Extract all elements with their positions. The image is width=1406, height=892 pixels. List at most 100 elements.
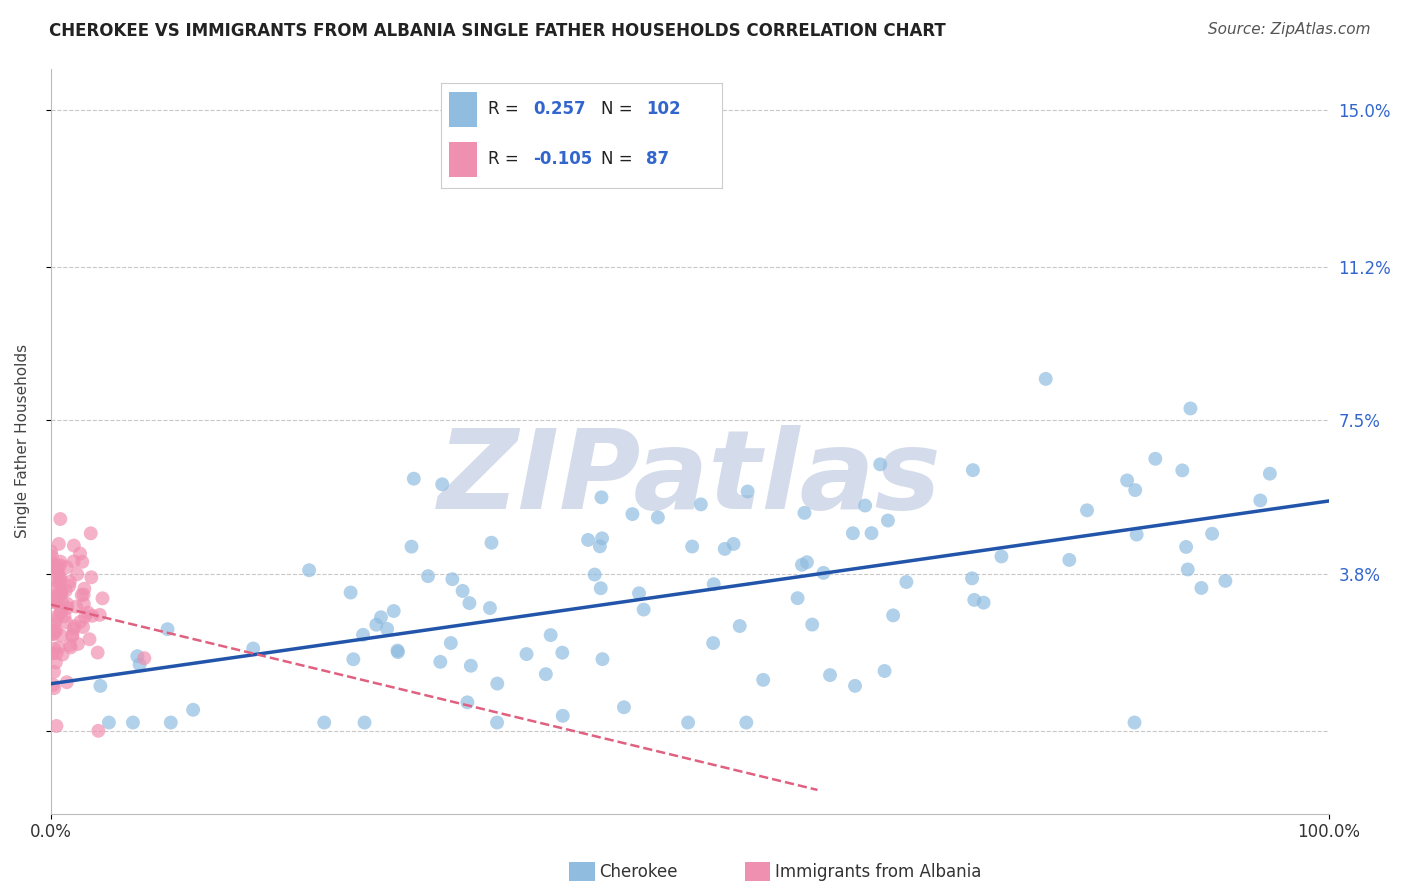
Point xyxy=(842,526,865,541)
Point xyxy=(960,571,983,585)
Point xyxy=(591,491,613,505)
Point xyxy=(873,664,896,678)
Point xyxy=(1189,581,1212,595)
Point xyxy=(713,541,735,556)
Point xyxy=(896,574,918,589)
Point xyxy=(55,615,77,630)
Point xyxy=(65,599,87,614)
Point xyxy=(1123,715,1146,730)
Point xyxy=(69,547,91,561)
Point xyxy=(1076,503,1098,517)
Point xyxy=(633,602,655,616)
Point xyxy=(689,497,711,511)
Point xyxy=(58,579,80,593)
Point xyxy=(451,583,474,598)
Point xyxy=(46,609,69,624)
Point xyxy=(122,715,145,730)
Point xyxy=(87,723,110,738)
Point xyxy=(62,628,84,642)
Point xyxy=(723,537,745,551)
Point xyxy=(59,640,82,655)
Point xyxy=(387,643,409,657)
Point xyxy=(786,591,808,606)
Point xyxy=(860,526,883,541)
Point xyxy=(66,637,89,651)
Point xyxy=(627,586,650,600)
Point xyxy=(41,595,63,609)
Point xyxy=(486,715,509,730)
Point xyxy=(432,477,454,491)
Point xyxy=(63,539,86,553)
Point xyxy=(73,610,96,624)
Point xyxy=(1175,540,1198,554)
Point xyxy=(89,607,111,622)
Point xyxy=(460,658,482,673)
Point xyxy=(353,715,375,730)
Point xyxy=(48,576,70,591)
Point xyxy=(681,540,703,554)
Point xyxy=(80,526,103,541)
Point xyxy=(48,537,70,551)
Point xyxy=(59,574,82,589)
Point xyxy=(181,703,204,717)
Point xyxy=(49,555,72,569)
Point xyxy=(42,665,65,679)
Point xyxy=(621,507,644,521)
Point xyxy=(91,591,114,606)
Point xyxy=(49,558,72,573)
Point xyxy=(591,532,613,546)
Point xyxy=(429,655,451,669)
Point xyxy=(801,617,824,632)
Point xyxy=(49,606,72,620)
Point xyxy=(387,645,409,659)
Point xyxy=(44,595,66,609)
Point xyxy=(551,708,574,723)
Point xyxy=(46,569,69,583)
Text: CHEROKEE VS IMMIGRANTS FROM ALBANIA SINGLE FATHER HOUSEHOLDS CORRELATION CHART: CHEROKEE VS IMMIGRANTS FROM ALBANIA SING… xyxy=(49,22,946,40)
Point xyxy=(869,458,891,472)
Point xyxy=(1116,474,1139,488)
Point xyxy=(737,484,759,499)
Point xyxy=(56,597,79,611)
Point xyxy=(440,636,463,650)
Point xyxy=(42,627,65,641)
Point xyxy=(962,463,984,477)
Point xyxy=(1177,562,1199,576)
Point xyxy=(41,582,63,596)
Point xyxy=(298,563,321,577)
Point xyxy=(128,657,150,672)
Point xyxy=(882,608,904,623)
Point xyxy=(52,648,75,662)
Point xyxy=(42,678,65,692)
Point xyxy=(48,574,70,589)
Point xyxy=(53,609,76,624)
Point xyxy=(97,715,120,730)
Point xyxy=(366,617,388,632)
Point xyxy=(242,641,264,656)
Point xyxy=(49,585,72,599)
Point xyxy=(402,472,425,486)
Point xyxy=(818,668,841,682)
Text: ZIPatlas: ZIPatlas xyxy=(437,425,942,532)
Point xyxy=(45,646,67,660)
Point xyxy=(352,628,374,642)
Point xyxy=(56,601,79,615)
Point xyxy=(156,622,179,636)
Point xyxy=(45,624,67,638)
Point xyxy=(877,514,900,528)
Point xyxy=(702,636,724,650)
Point xyxy=(46,566,69,581)
Point xyxy=(69,615,91,629)
Text: Immigrants from Albania: Immigrants from Albania xyxy=(775,863,981,881)
Point xyxy=(551,646,574,660)
Point xyxy=(1258,467,1281,481)
Point xyxy=(790,558,813,572)
Point xyxy=(1059,553,1081,567)
Point xyxy=(39,544,62,558)
Point xyxy=(60,629,83,643)
Point xyxy=(41,549,63,563)
Text: Source: ZipAtlas.com: Source: ZipAtlas.com xyxy=(1208,22,1371,37)
Point xyxy=(44,681,66,695)
Point xyxy=(51,587,73,601)
Point xyxy=(82,608,104,623)
